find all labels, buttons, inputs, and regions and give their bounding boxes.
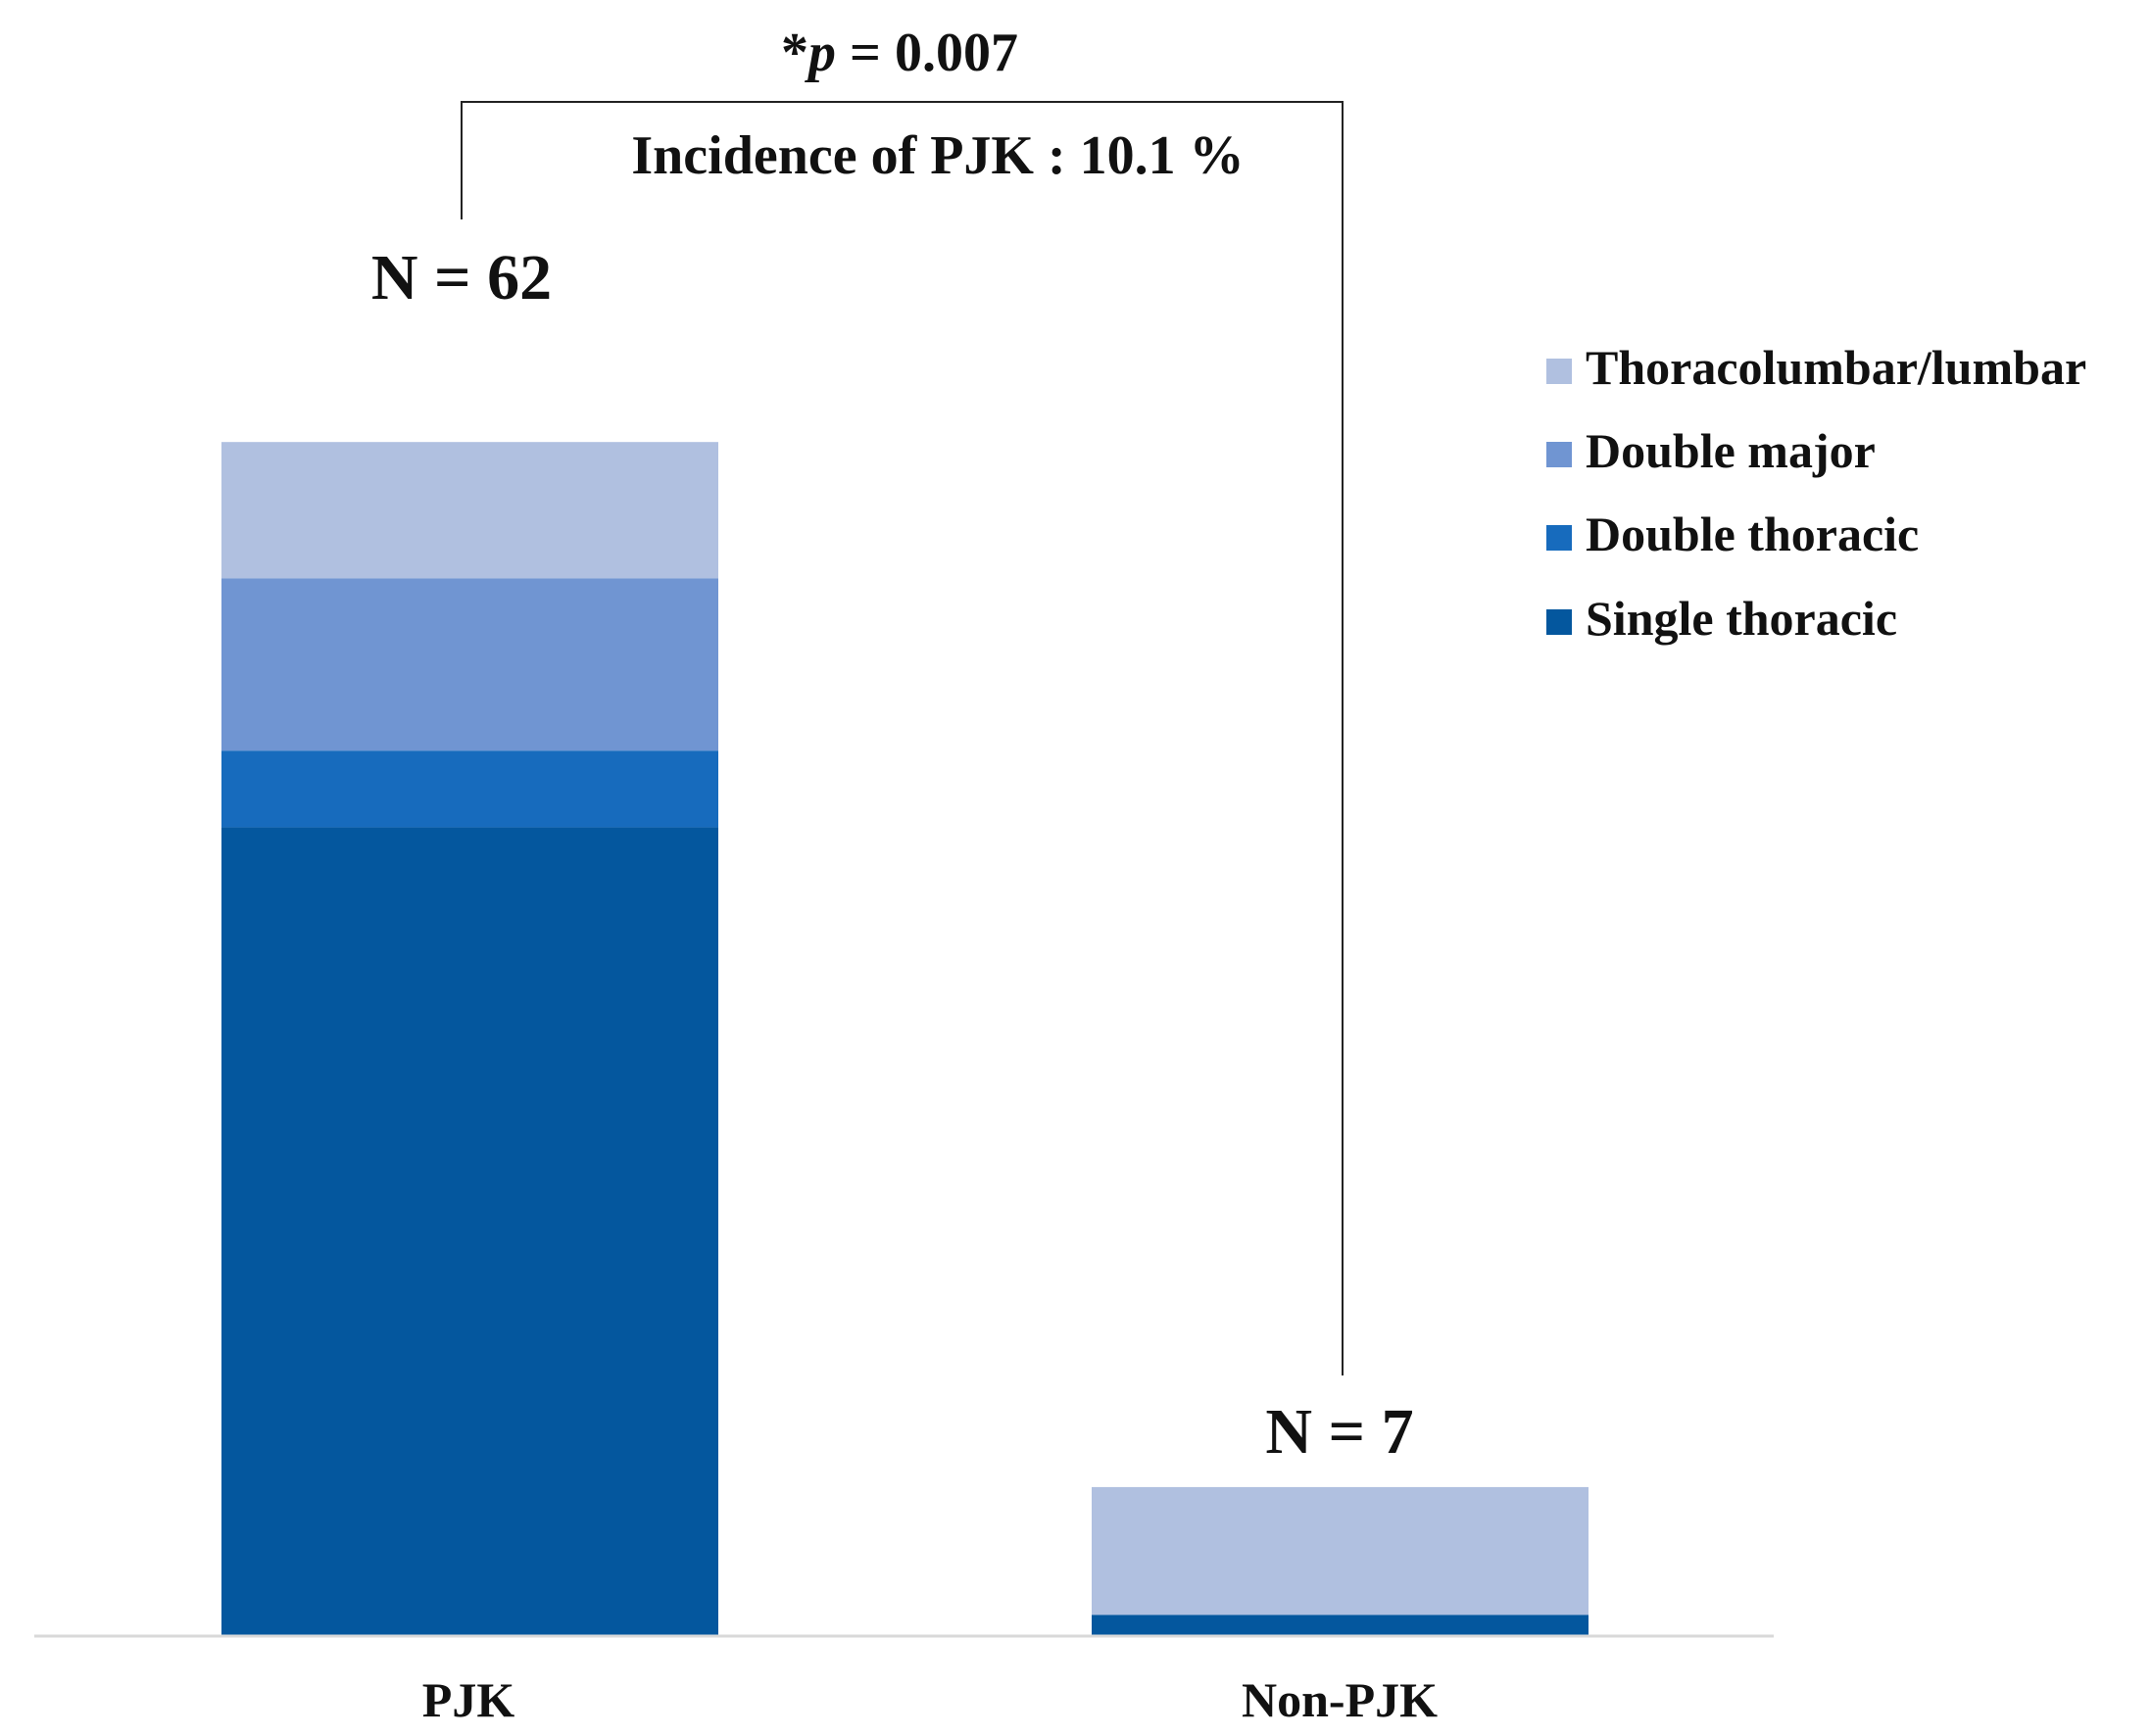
legend-swatch-single-thoracic [1546, 609, 1572, 635]
legend-item-double-thoracic: Double thoracic [1546, 506, 1919, 561]
bar-label-pjk: N = 62 [371, 242, 552, 313]
legend-swatch-double-thoracic [1546, 525, 1572, 551]
bars-layer [221, 442, 1589, 1636]
legend-swatch-thoracolumbar-lumbar [1546, 359, 1572, 384]
bar-segment-pjk-double-major [221, 578, 718, 751]
legend-label-double-thoracic: Double thoracic [1586, 506, 1919, 561]
incidence-label: Incidence of PJK : 10.1 % [631, 125, 1244, 186]
category-label-non-pjk: Non-PJK [1242, 1672, 1438, 1727]
legend-label-single-thoracic: Single thoracic [1586, 591, 1897, 646]
bar-segment-pjk-double-thoracic [221, 750, 718, 828]
bar-segment-non-pjk-single-thoracic [1092, 1615, 1589, 1636]
significance-p: p [805, 23, 836, 83]
legend-item-double-major: Double major [1546, 423, 1876, 478]
category-labels: PJK Non-PJK [422, 1672, 1438, 1727]
bar-segment-non-pjk-thoracolumbar-lumbar [1092, 1486, 1589, 1615]
legend-swatch-double-major [1546, 442, 1572, 467]
legend-item-thoracolumbar-lumbar: Thoracolumbar/lumbar [1546, 340, 2086, 395]
legend-label-double-major: Double major [1586, 423, 1876, 478]
bar-segment-pjk-thoracolumbar-lumbar [221, 442, 718, 579]
significance-value: = 0.007 [836, 23, 1018, 83]
bar-labels: N = 62 N = 7 [371, 242, 1414, 1468]
significance-label: *p = 0.007 [781, 23, 1018, 83]
legend-label-thoracolumbar-lumbar: Thoracolumbar/lumbar [1586, 340, 2086, 395]
legend-item-single-thoracic: Single thoracic [1546, 591, 1897, 646]
significance-bracket [461, 101, 1344, 1375]
legend: Thoracolumbar/lumbar Double major Double… [1546, 340, 2086, 646]
significance-star: * [781, 23, 808, 83]
bar-label-non-pjk: N = 7 [1265, 1396, 1413, 1468]
category-label-pjk: PJK [422, 1672, 515, 1727]
bar-segment-pjk-single-thoracic [221, 827, 718, 1636]
